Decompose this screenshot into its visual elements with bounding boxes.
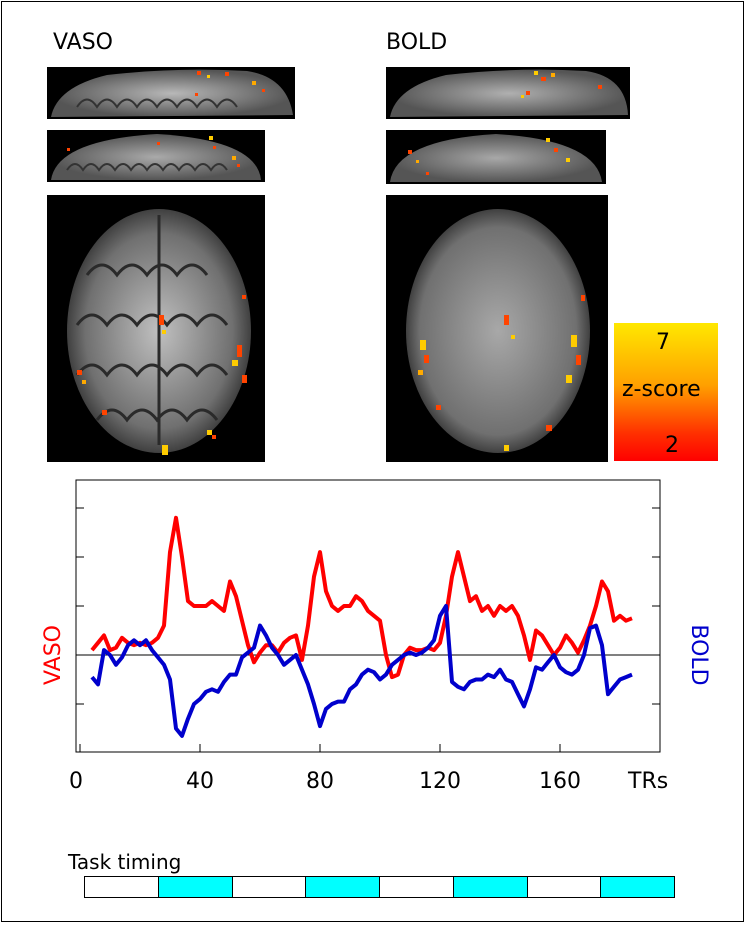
task-block-on — [452, 877, 527, 897]
y-axis-label-left: VASO — [41, 625, 66, 685]
task-timing-bar — [84, 876, 675, 898]
task-block-off — [379, 877, 453, 897]
y-axis-label-right: BOLD — [686, 624, 711, 685]
x-tick-label: 160 — [539, 769, 581, 794]
x-tick-label: 40 — [186, 769, 214, 794]
task-block-on — [157, 877, 232, 897]
bold-axial-image — [386, 195, 608, 462]
y-ticks-right — [652, 507, 660, 705]
vaso-series-line — [90, 515, 633, 680]
task-block-on — [305, 877, 379, 897]
zscore-colorbar — [614, 323, 718, 461]
task-block-off — [231, 877, 306, 897]
x-tick-label: 0 — [69, 769, 83, 794]
colorbar-max-label: 7 — [656, 330, 670, 355]
colorbar-min-label: 2 — [665, 433, 679, 458]
vaso-bold-timecourse-chart: 0 40 80 120 160 TRs VASO BOLD — [41, 479, 711, 794]
vaso-sagittal-image — [47, 67, 295, 119]
task-block-off — [526, 877, 601, 897]
colorbar-title: z-score — [622, 377, 701, 402]
vaso-axial-image — [47, 195, 265, 462]
bold-coronal-image — [386, 130, 606, 184]
bold-panel-label: BOLD — [386, 30, 448, 55]
vaso-coronal-image — [47, 130, 265, 182]
plot-area — [75, 479, 661, 753]
x-tick-label: 120 — [419, 769, 461, 794]
bold-sagittal-image — [386, 67, 630, 119]
task-timing-label: Task timing — [68, 850, 182, 874]
x-axis-label: TRs — [627, 769, 668, 794]
y-ticks-left — [76, 507, 84, 705]
bold-series-line — [90, 604, 633, 738]
task-block-off — [85, 877, 158, 897]
task-block-on — [600, 877, 674, 897]
x-tick-label: 80 — [306, 769, 334, 794]
x-ticks: 0 40 80 120 160 — [69, 744, 581, 794]
vaso-panel-label: VASO — [53, 30, 113, 55]
